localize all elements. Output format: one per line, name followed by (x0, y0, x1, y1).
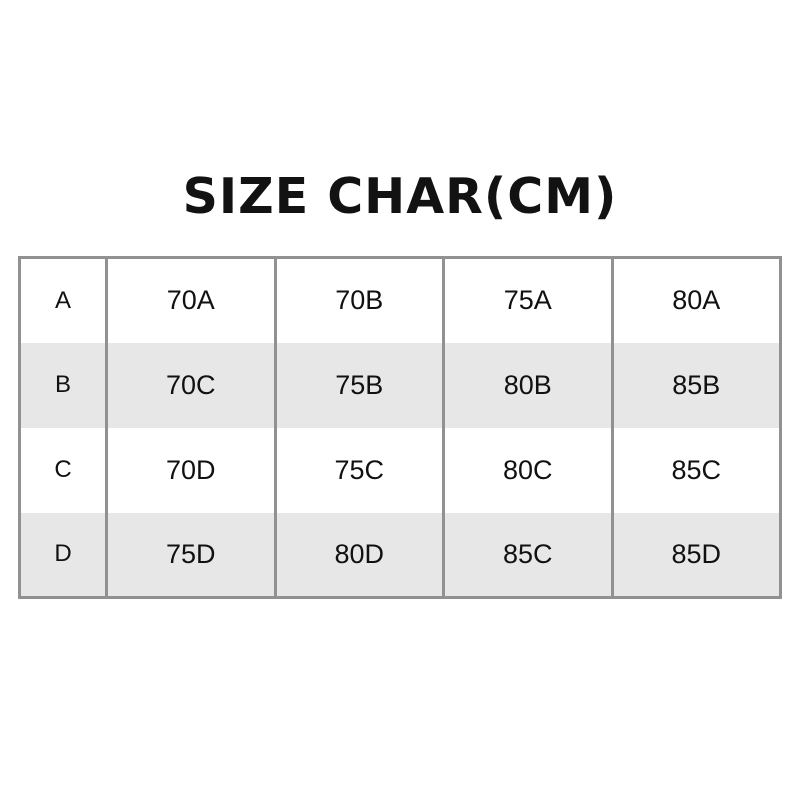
row-label: A (54, 286, 71, 314)
size-cell: 85B (610, 342, 781, 428)
size-cell: 85D (610, 512, 781, 598)
size-cell: 70C (105, 342, 275, 428)
size-cell: 70B (273, 257, 444, 343)
table-row: A 70A 70B 75A 80A (19, 257, 781, 343)
table-row: D 75D 80D 85C 85D (19, 512, 781, 598)
size-cell: 75D (105, 512, 275, 598)
size-cell: 70A (105, 257, 275, 343)
table-row: C 70D 75C 80C 85C (19, 427, 781, 513)
size-cell: 80D (273, 512, 444, 598)
size-cell: 80A (610, 257, 781, 343)
row-label: B (54, 371, 71, 398)
size-cell: 80B (442, 342, 612, 428)
size-cell: 75A (442, 257, 612, 343)
size-cell: 80C (442, 427, 612, 513)
size-chart-container: A 70A 70B 75A 80A B 70C 75B 80B 85B C 70… (18, 256, 782, 599)
size-cell: 75C (273, 427, 444, 513)
row-label: D (54, 540, 72, 568)
page-title: SIZE CHAR(CM) (182, 168, 618, 225)
size-cell: 85C (442, 512, 612, 598)
size-chart-table: A 70A 70B 75A 80A B 70C 75B 80B 85B C 70… (18, 256, 782, 599)
size-cell: 75B (273, 342, 444, 428)
size-cell: 85C (610, 427, 781, 513)
size-cell: 70D (105, 427, 275, 513)
row-label: C (54, 456, 72, 483)
table-row: B 70C 75B 80B 85B (19, 342, 781, 428)
